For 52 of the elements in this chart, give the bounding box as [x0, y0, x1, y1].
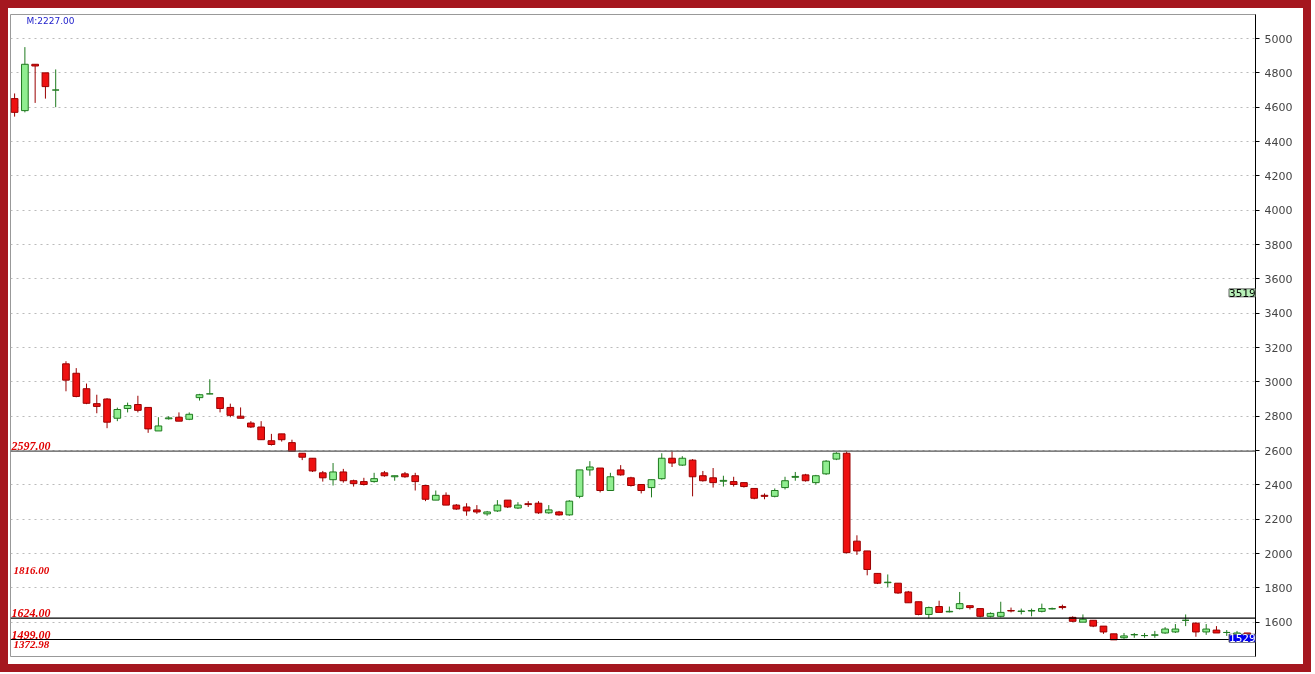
y-tick-label: 4200 [1264, 169, 1293, 183]
candlestick [473, 504, 481, 515]
annotation: 3519 [1229, 286, 1256, 300]
annotation: 1529 [1229, 632, 1256, 646]
ref-line-label: 2597.00 [10, 439, 51, 454]
candlestick [370, 472, 378, 484]
candlestick [329, 462, 337, 487]
candlestick [688, 458, 697, 497]
y-tick-label: 3800 [1264, 238, 1293, 252]
candlestick [257, 420, 265, 441]
y-tick-label: 3000 [1264, 375, 1293, 389]
candlestick [10, 92, 19, 118]
candlestick [586, 460, 594, 477]
candlestick [596, 467, 604, 493]
y-tick-label: 4400 [1264, 135, 1293, 149]
y-tick-label: 3600 [1264, 272, 1293, 286]
y-tick-label: 1600 [1264, 616, 1293, 630]
candlestick [175, 411, 183, 422]
candlestick [699, 470, 707, 483]
annotation: 1816.00 [13, 563, 50, 576]
y-tick-label: 4600 [1264, 101, 1293, 115]
candlestick [103, 397, 111, 429]
y-tick-label: 2000 [1264, 547, 1293, 561]
candlestick [853, 534, 861, 556]
y-tick-label: 5000 [1264, 32, 1293, 46]
y-tick-label: 3200 [1264, 341, 1293, 355]
candlestick [144, 406, 152, 434]
candlestick [134, 395, 142, 413]
y-tick-label: 2400 [1264, 478, 1293, 492]
candlestick [41, 72, 50, 100]
annotation: M:2227.00 [26, 15, 75, 26]
candlestick [51, 68, 60, 108]
y-tick-label: 3400 [1264, 307, 1293, 321]
candlestick [205, 378, 214, 395]
candlestick [668, 450, 676, 468]
ref-line-label: 1624.00 [11, 606, 51, 621]
candlestick [92, 394, 101, 414]
candlestick [1120, 632, 1128, 640]
candlestick [62, 360, 70, 392]
y-tick-label: 4000 [1264, 204, 1293, 218]
y-tick-label: 2200 [1264, 513, 1293, 527]
candlestick [72, 367, 81, 398]
ref-line-label: 1499.00 [11, 627, 51, 642]
y-tick-label: 1800 [1264, 581, 1293, 595]
y-tick-label: 2600 [1264, 444, 1293, 458]
candlestick [360, 477, 368, 487]
y-tick-label: 2800 [1264, 410, 1293, 424]
candlestick [657, 452, 666, 481]
candlestick [863, 550, 872, 576]
y-tick-label: 4800 [1264, 66, 1293, 80]
candlestick [709, 467, 717, 489]
candlestick [31, 63, 39, 104]
